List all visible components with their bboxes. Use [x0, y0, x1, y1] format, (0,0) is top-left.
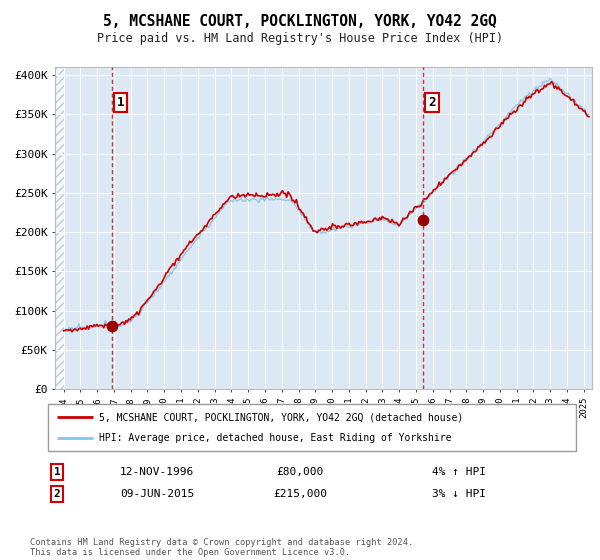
Point	[419, 216, 428, 225]
Text: 5, MCSHANE COURT, POCKLINGTON, YORK, YO42 2GQ (detached house): 5, MCSHANE COURT, POCKLINGTON, YORK, YO4…	[99, 412, 463, 422]
Text: 4% ↑ HPI: 4% ↑ HPI	[432, 467, 486, 477]
Text: HPI: Average price, detached house, East Riding of Yorkshire: HPI: Average price, detached house, East…	[99, 433, 452, 443]
Text: £80,000: £80,000	[277, 467, 323, 477]
Text: 5, MCSHANE COURT, POCKLINGTON, YORK, YO42 2GQ: 5, MCSHANE COURT, POCKLINGTON, YORK, YO4…	[103, 14, 497, 29]
Text: 2: 2	[428, 96, 436, 109]
Text: Price paid vs. HM Land Registry's House Price Index (HPI): Price paid vs. HM Land Registry's House …	[97, 32, 503, 45]
Text: 12-NOV-1996: 12-NOV-1996	[120, 467, 194, 477]
Text: £215,000: £215,000	[273, 489, 327, 499]
Text: 3% ↓ HPI: 3% ↓ HPI	[432, 489, 486, 499]
Text: 1: 1	[53, 467, 61, 477]
Text: 1: 1	[117, 96, 124, 109]
Text: 09-JUN-2015: 09-JUN-2015	[120, 489, 194, 499]
Text: Contains HM Land Registry data © Crown copyright and database right 2024.
This d: Contains HM Land Registry data © Crown c…	[30, 538, 413, 557]
Text: 2: 2	[53, 489, 61, 499]
Bar	[55, 67, 64, 389]
Point	[107, 322, 116, 331]
